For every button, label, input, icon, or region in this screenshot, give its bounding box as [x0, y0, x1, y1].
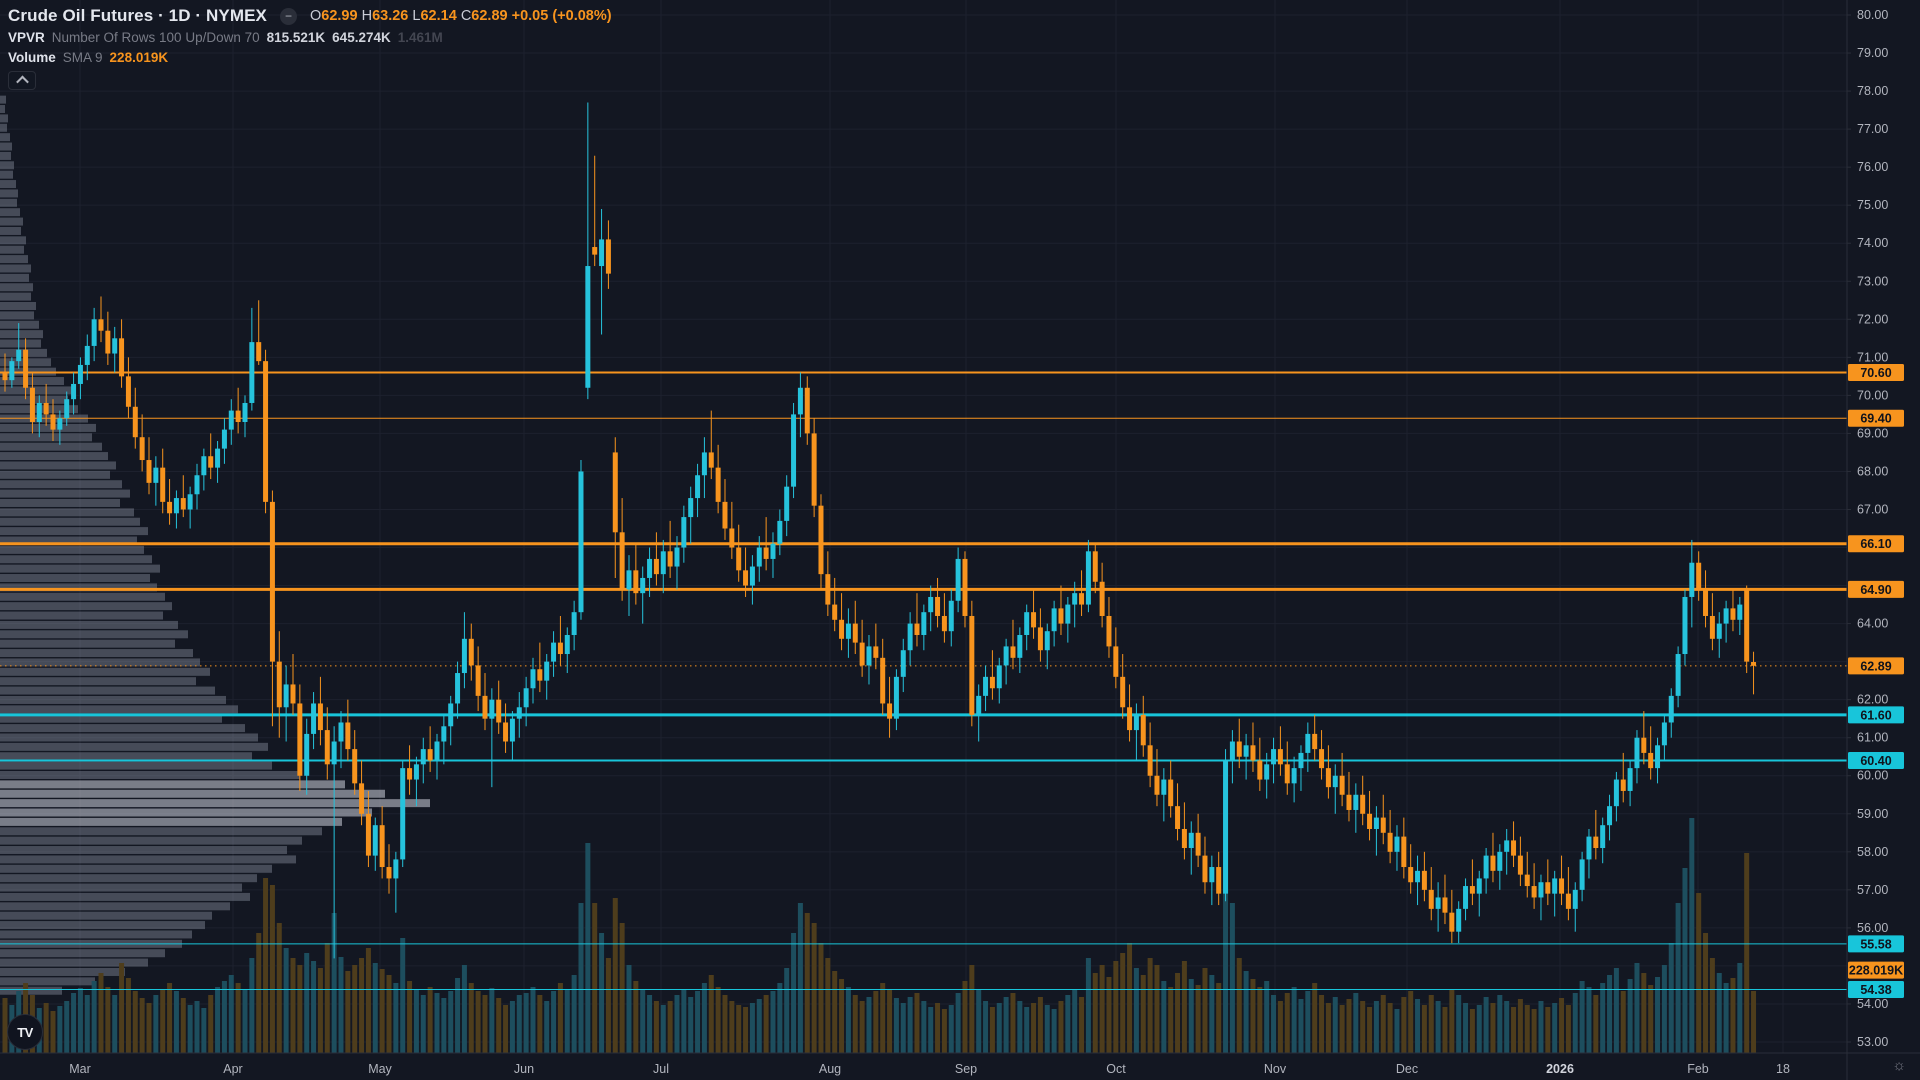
price-tick: 61.00 [1857, 731, 1888, 745]
price-label [1848, 657, 1904, 675]
volume-indicator-row[interactable]: Volume SMA 9 228.019K [8, 47, 612, 67]
close-value: 62.89 [471, 8, 508, 24]
theme-sun-icon[interactable]: ☼ [1892, 1057, 1906, 1074]
svg-text:61.60: 61.60 [1860, 708, 1891, 722]
price-label [1848, 961, 1904, 979]
time-tick: Nov [1264, 1062, 1287, 1076]
time-tick: Sep [955, 1062, 977, 1076]
price-tick: 58.00 [1857, 845, 1888, 859]
time-tick: 2026 [1546, 1062, 1574, 1076]
price-tick: 77.00 [1857, 122, 1888, 136]
price-tick: 70.00 [1857, 388, 1888, 402]
svg-text:64.90: 64.90 [1860, 583, 1891, 597]
svg-text:70.60: 70.60 [1860, 366, 1891, 380]
price-label [1848, 706, 1904, 724]
price-tick: 56.00 [1857, 921, 1888, 935]
svg-text:69.40: 69.40 [1860, 412, 1891, 426]
price-label [1848, 935, 1904, 953]
vpvr-value-2: 645.274K [332, 29, 391, 45]
high-label: H [361, 8, 373, 24]
vpvr-name: VPVR [8, 29, 45, 45]
time-tick: Dec [1396, 1062, 1418, 1076]
time-axis[interactable]: Mar Apr May Jun Jul Aug Sep Oct Nov Dec 2026 Feb 18 [69, 1062, 1790, 1076]
price-tick: 72.00 [1857, 312, 1888, 326]
svg-text:54.38: 54.38 [1860, 983, 1891, 997]
time-tick: Oct [1106, 1062, 1126, 1076]
price-tick: 67.00 [1857, 502, 1888, 516]
price-tick: 68.00 [1857, 464, 1888, 478]
time-tick: Jun [514, 1062, 534, 1076]
price-tick: 79.00 [1857, 46, 1888, 60]
low-label: L [412, 8, 421, 24]
time-tick: Jul [653, 1062, 669, 1076]
svg-text:60.40: 60.40 [1860, 754, 1891, 768]
close-label: C [460, 8, 472, 24]
svg-text:66.10: 66.10 [1860, 537, 1891, 551]
low-value: 62.14 [420, 8, 457, 24]
price-tick: 64.00 [1857, 617, 1888, 631]
time-tick: Mar [69, 1062, 91, 1076]
tradingview-logo[interactable]: TV [7, 1014, 43, 1050]
svg-text:228.019K: 228.019K [1849, 964, 1903, 978]
grid-lines [0, 0, 1847, 1053]
volume-params: SMA 9 [62, 49, 103, 65]
price-tick: 60.00 [1857, 769, 1888, 783]
symbol-row: Crude Oil Futures · 1D · NYMEX − O62.99 … [8, 5, 612, 27]
price-label [1848, 409, 1904, 427]
change-value: +0.05 (+0.08%) [511, 8, 612, 24]
high-value: 63.26 [372, 8, 409, 24]
price-tick: 80.00 [1857, 8, 1888, 22]
time-tick: Apr [223, 1062, 242, 1076]
vpvr-indicator-row[interactable]: VPVR Number Of Rows 100 Up/Down 70 815.5… [8, 27, 612, 47]
price-tick: 74.00 [1857, 236, 1888, 250]
volume-value: 228.019K [109, 49, 169, 65]
price-label [1848, 981, 1904, 999]
collapse-legend-button[interactable] [8, 71, 36, 90]
chevron-up-icon [15, 75, 29, 89]
vpvr-value-3: 1.461M [397, 29, 443, 45]
price-tick: 73.00 [1857, 274, 1888, 288]
time-tick: May [368, 1062, 392, 1076]
volume-name: Volume [8, 49, 56, 65]
price-tick: 76.00 [1857, 160, 1888, 174]
level-lines [0, 371, 1847, 991]
legend-panel: Crude Oil Futures · 1D · NYMEX − O62.99 … [8, 5, 612, 90]
price-tick: 69.00 [1857, 426, 1888, 440]
price-tick: 57.00 [1857, 883, 1888, 897]
symbol-title[interactable]: Crude Oil Futures · 1D · NYMEX [8, 6, 267, 25]
price-tick: 75.00 [1857, 198, 1888, 212]
vpvr-params: Number Of Rows 100 Up/Down 70 [51, 29, 260, 45]
open-value: 62.99 [321, 8, 358, 24]
price-label [1848, 580, 1904, 598]
price-tick: 62.00 [1857, 693, 1888, 707]
hide-symbol-button[interactable]: − [279, 7, 297, 25]
svg-text:55.58: 55.58 [1860, 937, 1891, 951]
price-label [1848, 364, 1904, 382]
price-tick: 53.00 [1857, 1035, 1888, 1049]
price-tick: 54.00 [1857, 997, 1888, 1011]
candles [2, 102, 1757, 959]
price-tick: 71.00 [1857, 350, 1888, 364]
time-tick: Aug [819, 1062, 841, 1076]
price-tick: 78.00 [1857, 84, 1888, 98]
time-tick: 18 [1776, 1062, 1790, 1076]
price-axis[interactable]: 80.00 79.00 78.00 77.00 76.00 75.00 74.00 73.00… [1847, 8, 1904, 1049]
svg-text:62.89: 62.89 [1860, 659, 1891, 673]
price-label [1848, 752, 1904, 770]
open-label: O [309, 8, 322, 24]
price-tick: 59.00 [1857, 807, 1888, 821]
minus-icon: − [284, 9, 292, 23]
time-tick: Feb [1687, 1062, 1709, 1076]
ohlc-values: O62.99 H63.26 L62.14 C62.89 +0.05 (+0.08… [310, 8, 612, 24]
vpvr-value-1: 815.521K [266, 29, 326, 45]
price-label [1848, 535, 1904, 553]
